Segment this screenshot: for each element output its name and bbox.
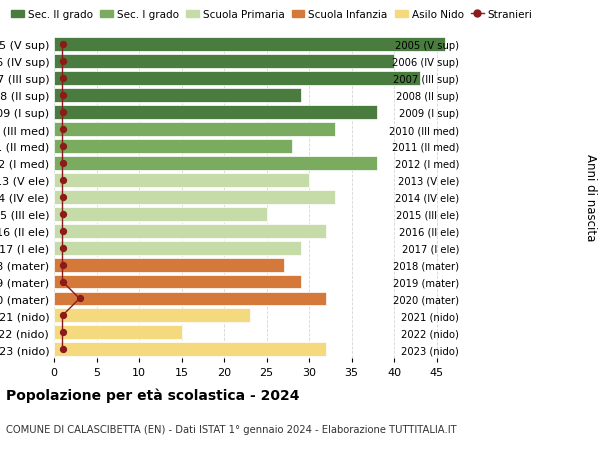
- Bar: [54, 106, 377, 120]
- Bar: [54, 326, 182, 340]
- Bar: [54, 55, 394, 69]
- Point: [58, 41, 67, 49]
- Legend: Sec. II grado, Sec. I grado, Scuola Primaria, Scuola Infanzia, Asilo Nido, Stran: Sec. II grado, Sec. I grado, Scuola Prim…: [11, 10, 533, 20]
- Bar: [54, 342, 326, 357]
- Bar: [54, 174, 309, 187]
- Point: [58, 211, 67, 218]
- Text: COMUNE DI CALASCIBETTA (EN) - Dati ISTAT 1° gennaio 2024 - Elaborazione TUTTITAL: COMUNE DI CALASCIBETTA (EN) - Dati ISTAT…: [6, 425, 457, 435]
- Point: [58, 346, 67, 353]
- Bar: [54, 72, 419, 86]
- Point: [58, 160, 67, 167]
- Text: Popolazione per età scolastica - 2024: Popolazione per età scolastica - 2024: [6, 388, 299, 403]
- Point: [58, 177, 67, 184]
- Point: [58, 58, 67, 66]
- Bar: [54, 224, 326, 238]
- Point: [58, 312, 67, 319]
- Point: [58, 194, 67, 201]
- Bar: [54, 309, 250, 323]
- Point: [58, 75, 67, 83]
- Bar: [54, 89, 301, 103]
- Bar: [54, 140, 292, 154]
- Bar: [54, 207, 266, 221]
- Bar: [54, 123, 335, 137]
- Point: [58, 92, 67, 100]
- Point: [74, 295, 84, 302]
- Bar: [54, 241, 301, 255]
- Bar: [54, 292, 326, 306]
- Point: [58, 245, 67, 252]
- Bar: [54, 275, 301, 289]
- Point: [58, 329, 67, 336]
- Point: [58, 109, 67, 117]
- Point: [58, 228, 67, 235]
- Bar: [54, 258, 284, 272]
- Bar: [54, 157, 377, 170]
- Text: Anni di nascita: Anni di nascita: [584, 154, 597, 241]
- Point: [58, 126, 67, 134]
- Point: [58, 278, 67, 285]
- Point: [58, 261, 67, 269]
- Bar: [54, 38, 445, 52]
- Bar: [54, 190, 335, 204]
- Point: [58, 143, 67, 150]
